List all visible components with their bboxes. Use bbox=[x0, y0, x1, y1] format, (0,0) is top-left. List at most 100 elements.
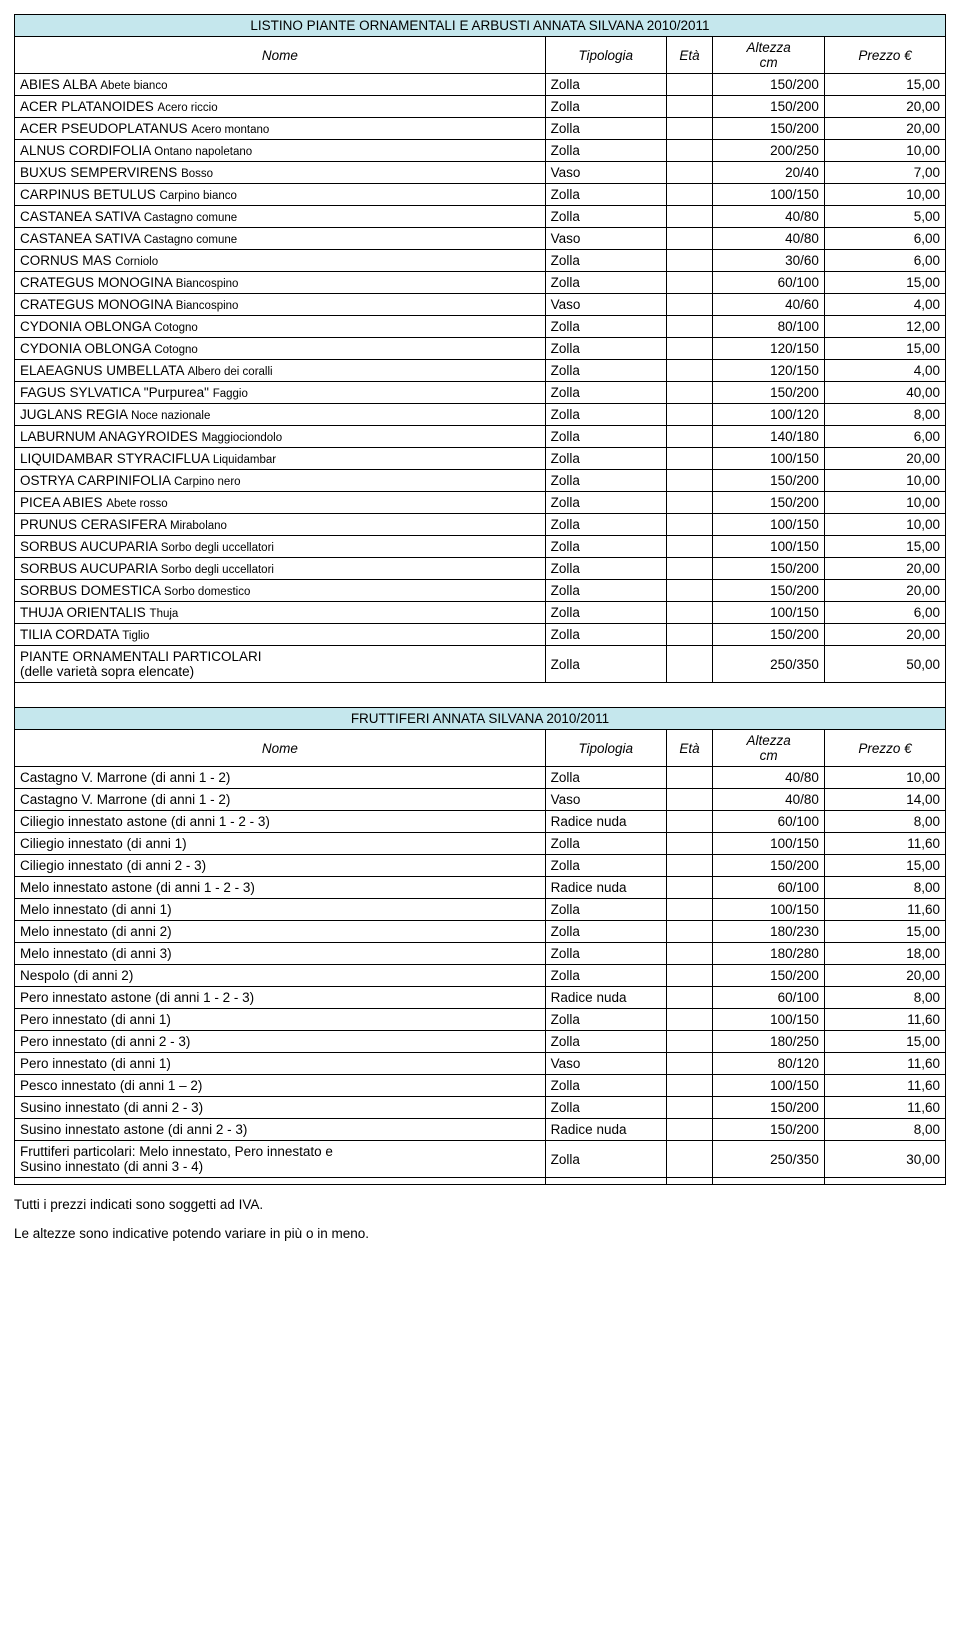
cell-prz: 15,00 bbox=[824, 338, 945, 360]
cell-nome: Susino innestato (di anni 2 - 3) bbox=[15, 1097, 546, 1119]
cell-nome: Pero innestato (di anni 1) bbox=[15, 1009, 546, 1031]
title-text: FRUTTIFERI ANNATA SILVANA 2010/2011 bbox=[15, 708, 946, 730]
cell-prz: 10,00 bbox=[824, 470, 945, 492]
cell-tip: Zolla bbox=[545, 1031, 666, 1053]
cell-prz: 18,00 bbox=[824, 943, 945, 965]
cell-eta bbox=[666, 140, 713, 162]
orn-special-prz: 50,00 bbox=[824, 646, 945, 683]
cell-prz: 4,00 bbox=[824, 360, 945, 382]
cell-tip: Zolla bbox=[545, 602, 666, 624]
cell-eta bbox=[666, 1009, 713, 1031]
cell-eta bbox=[666, 558, 713, 580]
cell-eta bbox=[666, 1075, 713, 1097]
table-row: PICEA ABIES Abete rossoZolla150/20010,00 bbox=[15, 492, 946, 514]
hdr-altezza: Altezzacm bbox=[713, 730, 825, 767]
cell-eta bbox=[666, 206, 713, 228]
table-row: Pero innestato (di anni 1)Zolla100/15011… bbox=[15, 1009, 946, 1031]
table-row: TILIA CORDATA TiglioZolla150/20020,00 bbox=[15, 624, 946, 646]
hdr-eta: Età bbox=[666, 37, 713, 74]
cell-prz: 6,00 bbox=[824, 426, 945, 448]
cell-nome: Castagno V. Marrone (di anni 1 - 2) bbox=[15, 789, 546, 811]
cell-nome: CRATEGUS MONOGINA Biancospino bbox=[15, 294, 546, 316]
cell-eta bbox=[666, 1097, 713, 1119]
cell-alt: 100/150 bbox=[713, 1009, 825, 1031]
cell-nome: ELAEAGNUS UMBELLATA Albero dei coralli bbox=[15, 360, 546, 382]
table-row: Pesco innestato (di anni 1 – 2)Zolla100/… bbox=[15, 1075, 946, 1097]
cell-prz: 40,00 bbox=[824, 382, 945, 404]
cell-alt: 150/200 bbox=[713, 965, 825, 987]
cell-alt: 180/250 bbox=[713, 1031, 825, 1053]
hdr-altezza: Altezzacm bbox=[713, 37, 825, 74]
cell-tip: Zolla bbox=[545, 855, 666, 877]
hdr-nome: Nome bbox=[15, 730, 546, 767]
cell-nome: Melo innestato astone (di anni 1 - 2 - 3… bbox=[15, 877, 546, 899]
cell-nome: Ciliegio innestato (di anni 2 - 3) bbox=[15, 855, 546, 877]
cell-tip: Zolla bbox=[545, 899, 666, 921]
orn-special-eta bbox=[666, 646, 713, 683]
fru-special-prz: 30,00 bbox=[824, 1141, 945, 1178]
footer-note-2: Le altezze sono indicative potendo varia… bbox=[14, 1226, 946, 1241]
cell-prz: 7,00 bbox=[824, 162, 945, 184]
cell-nome: JUGLANS REGIA Noce nazionale bbox=[15, 404, 546, 426]
cell-prz: 10,00 bbox=[824, 140, 945, 162]
table-row: Melo innestato astone (di anni 1 - 2 - 3… bbox=[15, 877, 946, 899]
cell-alt: 40/80 bbox=[713, 206, 825, 228]
cell-nome: LIQUIDAMBAR STYRACIFLUA Liquidambar bbox=[15, 448, 546, 470]
table-row: Castagno V. Marrone (di anni 1 - 2)Zolla… bbox=[15, 767, 946, 789]
cell-nome: Nespolo (di anni 2) bbox=[15, 965, 546, 987]
cell-eta bbox=[666, 921, 713, 943]
cell-tip: Zolla bbox=[545, 250, 666, 272]
cell-alt: 80/100 bbox=[713, 316, 825, 338]
cell-alt: 150/200 bbox=[713, 118, 825, 140]
cell-eta bbox=[666, 602, 713, 624]
table-row: CRATEGUS MONOGINA BiancospinoZolla60/100… bbox=[15, 272, 946, 294]
cell-nome: Ciliegio innestato (di anni 1) bbox=[15, 833, 546, 855]
cell-eta bbox=[666, 470, 713, 492]
cell-eta bbox=[666, 404, 713, 426]
cell-prz: 15,00 bbox=[824, 855, 945, 877]
cell-alt: 100/150 bbox=[713, 833, 825, 855]
cell-prz: 20,00 bbox=[824, 965, 945, 987]
cell-nome: CYDONIA OBLONGA Cotogno bbox=[15, 316, 546, 338]
table-row: SORBUS AUCUPARIA Sorbo degli uccellatori… bbox=[15, 558, 946, 580]
cell-nome: Pero innestato astone (di anni 1 - 2 - 3… bbox=[15, 987, 546, 1009]
cell-eta bbox=[666, 250, 713, 272]
cell-nome: CASTANEA SATIVA Castagno comune bbox=[15, 228, 546, 250]
cell-alt: 60/100 bbox=[713, 811, 825, 833]
cell-alt: 60/100 bbox=[713, 877, 825, 899]
hdr-nome: Nome bbox=[15, 37, 546, 74]
cell-tip: Vaso bbox=[545, 789, 666, 811]
table-row: Ciliegio innestato (di anni 1)Zolla100/1… bbox=[15, 833, 946, 855]
cell-prz: 12,00 bbox=[824, 316, 945, 338]
cell-tip: Radice nuda bbox=[545, 1119, 666, 1141]
fruttiferi-title: FRUTTIFERI ANNATA SILVANA 2010/2011 bbox=[15, 708, 946, 730]
table-row: Nespolo (di anni 2)Zolla150/20020,00 bbox=[15, 965, 946, 987]
cell-eta bbox=[666, 360, 713, 382]
table-row: Ciliegio innestato astone (di anni 1 - 2… bbox=[15, 811, 946, 833]
cell-alt: 20/40 bbox=[713, 162, 825, 184]
cell-nome: CYDONIA OBLONGA Cotogno bbox=[15, 338, 546, 360]
table-row: CRATEGUS MONOGINA BiancospinoVaso40/604,… bbox=[15, 294, 946, 316]
table-row: Pero innestato (di anni 1)Vaso80/12011,6… bbox=[15, 1053, 946, 1075]
cell-nome: Castagno V. Marrone (di anni 1 - 2) bbox=[15, 767, 546, 789]
cell-prz: 14,00 bbox=[824, 789, 945, 811]
table-row: Melo innestato (di anni 1)Zolla100/15011… bbox=[15, 899, 946, 921]
cell-alt: 180/230 bbox=[713, 921, 825, 943]
cell-nome: ACER PSEUDOPLATANUS Acero montano bbox=[15, 118, 546, 140]
cell-nome: ACER PLATANOIDES Acero riccio bbox=[15, 96, 546, 118]
cell-eta bbox=[666, 74, 713, 96]
cell-nome: Pesco innestato (di anni 1 – 2) bbox=[15, 1075, 546, 1097]
cell-eta bbox=[666, 943, 713, 965]
table-row: Melo innestato (di anni 3)Zolla180/28018… bbox=[15, 943, 946, 965]
table-row: Melo innestato (di anni 2)Zolla180/23015… bbox=[15, 921, 946, 943]
hdr-eta: Età bbox=[666, 730, 713, 767]
cell-prz: 11,60 bbox=[824, 1097, 945, 1119]
cell-tip: Zolla bbox=[545, 382, 666, 404]
table-row: Ciliegio innestato (di anni 2 - 3)Zolla 1… bbox=[15, 855, 946, 877]
hdr-prezzo: Prezzo € bbox=[824, 730, 945, 767]
cell-eta bbox=[666, 448, 713, 470]
cell-nome: SORBUS AUCUPARIA Sorbo degli uccellatori bbox=[15, 558, 546, 580]
cell-prz: 10,00 bbox=[824, 514, 945, 536]
cell-alt: 150/200 bbox=[713, 74, 825, 96]
cell-tip: Zolla bbox=[545, 470, 666, 492]
